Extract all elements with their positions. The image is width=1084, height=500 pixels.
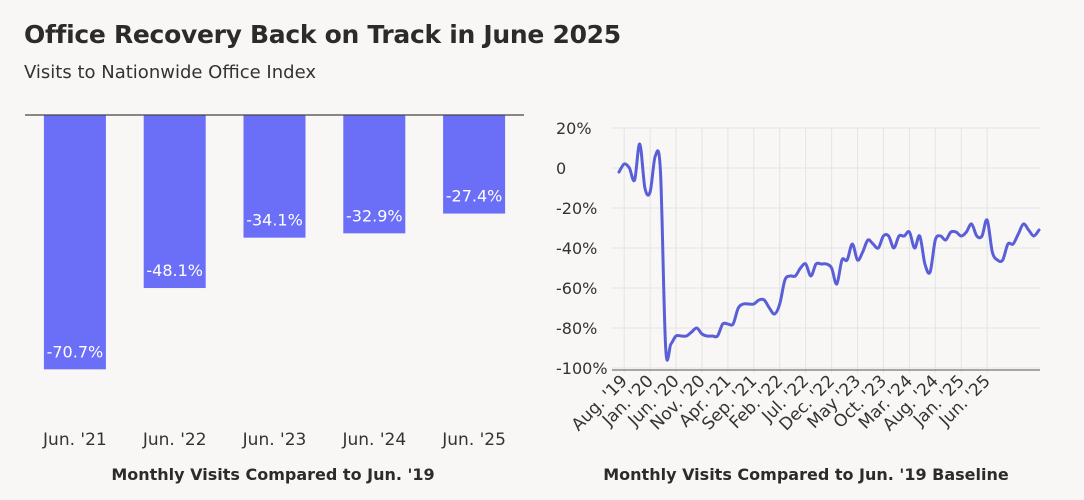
bar-x-tick-label-0: Jun. '21 (42, 430, 107, 450)
page-title: Office Recovery Back on Track in June 20… (24, 20, 621, 49)
line-y-tick-label-5: -80% (556, 319, 597, 338)
line-chart-xlabel: Monthly Visits Compared to Jun. '19 Base… (603, 465, 1009, 484)
bar-3 (343, 115, 406, 234)
page-subtitle: Visits to Nationwide Office Index (24, 62, 316, 83)
line-y-tick-label-3: -40% (556, 239, 597, 258)
bar-chart-xlabel: Monthly Visits Compared to Jun. '19 (111, 465, 434, 484)
bar-x-tick-label-1: Jun. '22 (142, 430, 207, 450)
bar-0 (43, 115, 106, 370)
bar-data-label-1: -48.1% (146, 261, 203, 280)
bar-data-label-2: -34.1% (246, 211, 303, 230)
bar-2 (243, 115, 306, 238)
line-y-tick-label-2: -20% (556, 199, 597, 218)
bar-x-tick-label-2: Jun. '23 (242, 430, 307, 450)
line-y-tick-label-0: 20% (556, 119, 592, 138)
line-y-tick-label-1: 0 (556, 159, 566, 178)
line-y-tick-label-4: -60% (556, 279, 597, 298)
bar-data-label-3: -32.9% (346, 206, 403, 225)
bar-x-tick-label-4: Jun. '25 (441, 430, 506, 450)
bar-x-tick-label-3: Jun. '24 (341, 430, 406, 450)
bar-chart: -70.7% Jun. '21 -48.1% Jun. '22 -34.1% Jun. '… (25, 114, 524, 450)
line-y-tick-label-6: -100% (556, 359, 608, 378)
line-series (617, 142, 1041, 362)
bar-data-label-0: -70.7% (47, 342, 104, 361)
bar-data-label-4: -27.4% (446, 187, 503, 206)
bar-1 (143, 115, 206, 289)
bar-4 (443, 115, 506, 214)
